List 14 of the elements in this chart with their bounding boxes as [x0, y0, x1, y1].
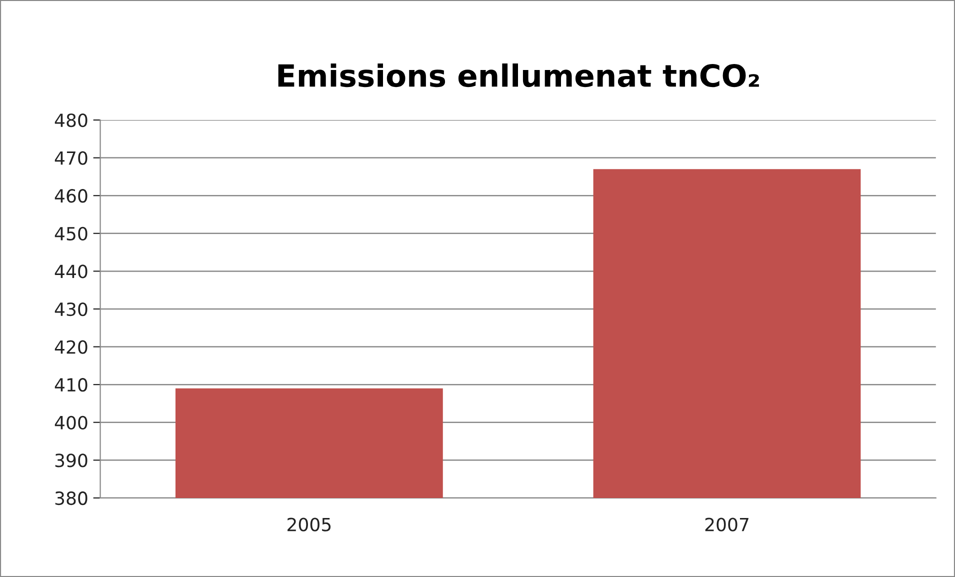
y-tick-label: 400: [54, 416, 88, 430]
y-tick-label: 390: [55, 454, 88, 468]
x-tick-label: 2007: [705, 518, 748, 532]
chart-title: Emissions enllumenat tnCO₂: [278, 63, 759, 88]
y-tick-label: 380: [55, 491, 88, 506]
y-tick-label: 450: [54, 226, 88, 241]
y-tick-label: 480: [54, 113, 88, 128]
x-tick-label: 2005: [288, 518, 331, 532]
y-tick-label: 420: [54, 340, 88, 354]
y-tick-label: 410: [54, 378, 88, 392]
y-tick-label: 440: [54, 264, 88, 278]
y-tick-label: 460: [54, 189, 88, 203]
y-tick-label: 470: [54, 151, 88, 165]
y-tick-label: 430: [54, 302, 88, 316]
